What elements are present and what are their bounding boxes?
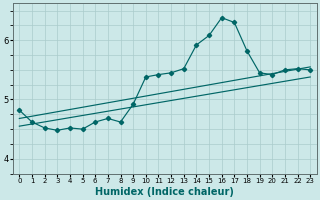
X-axis label: Humidex (Indice chaleur): Humidex (Indice chaleur) xyxy=(95,187,234,197)
